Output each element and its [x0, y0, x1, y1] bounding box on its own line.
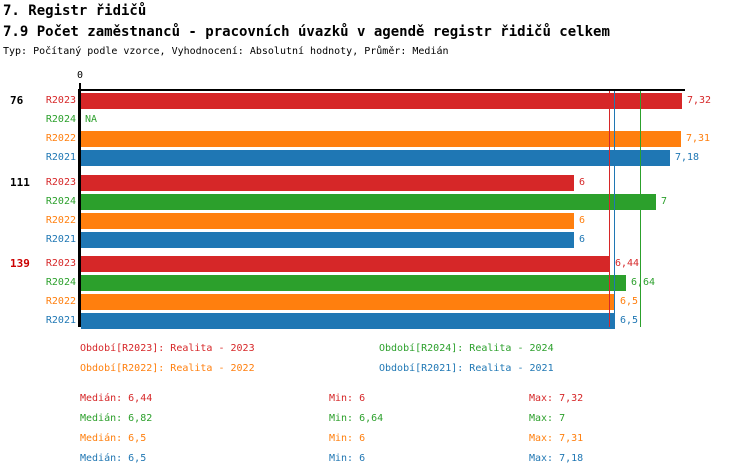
series-tick-label: R2021: [45, 152, 76, 163]
bar-111-r2024: [81, 193, 656, 210]
bar-value-label: 7: [661, 195, 668, 207]
bar-value-label: 7,32: [687, 95, 712, 106]
y-axis-line: [78, 89, 81, 327]
bar-139-r2022: [81, 294, 615, 310]
bar-111-r2022: [81, 212, 574, 229]
group-label-111: 111: [10, 175, 30, 189]
bar-value-label: 6: [579, 176, 586, 188]
stat-median-r2023: Medián: 6,44: [80, 393, 153, 404]
bar-76-r2023: [81, 93, 682, 109]
bar-row-111-r2021: R2021 6: [0, 231, 750, 248]
median-line-r2024: [640, 91, 641, 327]
bar-row-111-r2022: R2022 6: [0, 212, 750, 229]
series-tick-label: R2022: [45, 214, 76, 226]
bar-row-111-r2024: R2024 7: [0, 193, 750, 210]
bar-value-label: 7,31: [686, 133, 711, 144]
stat-min-r2023: Min: 6: [329, 393, 366, 404]
stat-max-r2022: Max: 7,31: [529, 433, 584, 444]
stat-max-r2024: Max: 7: [529, 413, 566, 424]
chart-stats: Medián: 6,44 Min: 6 Max: 7,32 Medián: 6,…: [0, 388, 750, 476]
bar-76-r2021: [81, 150, 670, 166]
bar-row-139-r2023: 139 R2023 6,44: [0, 256, 750, 272]
bar-139-r2024: [81, 275, 626, 291]
bar-139-r2021: [81, 313, 615, 329]
group-label-76: 76: [10, 94, 24, 107]
bar-row-139-r2022: R2022 6,5: [0, 294, 750, 310]
stat-max-r2021: Max: 7,18: [529, 453, 584, 464]
bar-value-label: 6: [579, 233, 586, 245]
bar-value-label: 6,64: [631, 277, 656, 288]
bar-chart: 0 76 R2023 7,32 R2024 NA R2022 7,31 R2021 7,18 11…: [0, 70, 750, 335]
bar-111-r2021: [81, 231, 574, 248]
chart-legend: Období[R2023]: Realita - 2023 Období[R20…: [0, 338, 750, 384]
bar-row-111-r2023: 111 R2023 6: [0, 174, 750, 191]
series-tick-label: R2023: [45, 176, 76, 188]
bar-111-r2023: [81, 174, 574, 191]
median-line-r2023: [609, 91, 610, 327]
series-tick-label: R2021: [45, 233, 76, 245]
series-tick-label: R2024: [45, 114, 76, 125]
bar-row-76-r2021: R2021 7,18: [0, 150, 750, 166]
series-tick-label: R2024: [45, 195, 76, 207]
stat-min-r2024: Min: 6,64: [329, 413, 384, 424]
bar-value-label: 6,5: [620, 296, 639, 307]
bar-139-r2023: [81, 256, 610, 272]
median-line-r2021: [614, 91, 615, 327]
stat-max-r2023: Max: 7,32: [529, 393, 584, 404]
bar-value-label: 6,44: [615, 258, 640, 269]
legend-item-r2022: Období[R2022]: Realita - 2022: [80, 363, 255, 374]
legend-item-r2023: Období[R2023]: Realita - 2023: [80, 343, 255, 354]
chart-title: 7.9 Počet zaměstnanců - pracovních úvazk…: [3, 24, 610, 40]
stat-min-r2021: Min: 6: [329, 453, 366, 464]
bar-76-r2022: [81, 131, 681, 147]
bar-value-label: NA: [85, 114, 98, 125]
series-tick-label: R2022: [45, 133, 76, 144]
series-tick-label: R2024: [45, 277, 76, 288]
series-tick-label: R2021: [45, 315, 76, 326]
x-axis-zero-label: 0: [76, 70, 84, 81]
group-label-139: 139: [10, 257, 30, 270]
bar-row-76-r2024: R2024 NA: [0, 112, 750, 128]
series-tick-label: R2022: [45, 296, 76, 307]
bar-row-139-r2024: R2024 6,64: [0, 275, 750, 291]
bar-value-label: 7,18: [675, 152, 700, 163]
stat-median-r2021: Medián: 6,5: [80, 453, 147, 464]
bar-row-139-r2021: R2021 6,5: [0, 313, 750, 329]
chart-meta-line: Typ: Počítaný podle vzorce, Vyhodnocení:…: [3, 46, 449, 57]
legend-item-r2024: Období[R2024]: Realita - 2024: [379, 343, 554, 354]
stat-median-r2022: Medián: 6,5: [80, 433, 147, 444]
series-tick-label: R2023: [45, 258, 76, 269]
bar-row-76-r2023: 76 R2023 7,32: [0, 93, 750, 109]
series-tick-label: R2023: [45, 95, 76, 106]
bar-value-label: 6,5: [620, 315, 639, 326]
bar-value-label: 6: [579, 214, 586, 226]
x-axis-tick: [79, 83, 81, 89]
stat-median-r2024: Medián: 6,82: [80, 413, 153, 424]
x-axis-line: [80, 89, 685, 91]
legend-item-r2021: Období[R2021]: Realita - 2021: [379, 363, 554, 374]
stat-min-r2022: Min: 6: [329, 433, 366, 444]
bar-row-76-r2022: R2022 7,31: [0, 131, 750, 147]
page-title: 7. Registr řidičů: [3, 3, 147, 19]
